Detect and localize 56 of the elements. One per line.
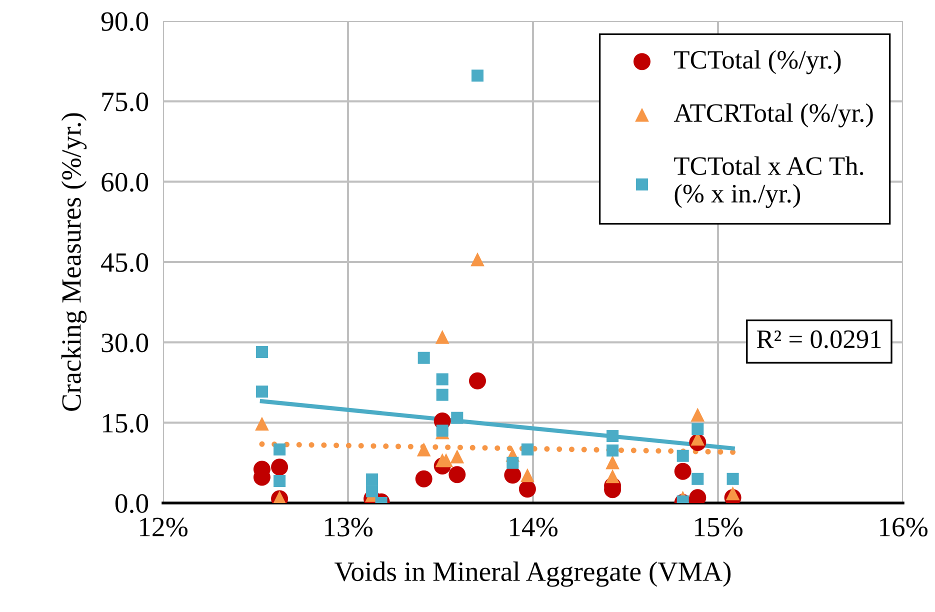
- point: [256, 346, 268, 358]
- point: [274, 475, 286, 488]
- point: [518, 480, 536, 498]
- legend-label: TCTotal (%/yr.): [674, 50, 841, 74]
- x-tick-label: 13%: [324, 518, 373, 537]
- point: [606, 469, 620, 484]
- point: [366, 473, 378, 486]
- y-tick-label: 75.0: [102, 92, 148, 112]
- point: [692, 472, 704, 485]
- point: [676, 450, 689, 462]
- y-axis-title: Cracking Measures (%/yr.): [61, 113, 87, 411]
- point: [451, 412, 464, 424]
- point: [418, 352, 430, 364]
- point: [436, 424, 448, 437]
- legend-label: ATCRTotal (%/yr.): [674, 103, 873, 128]
- point: [366, 485, 378, 498]
- point: [436, 373, 448, 386]
- point: [255, 416, 269, 431]
- annotation: R² = 0.0291: [756, 330, 881, 348]
- point: [416, 442, 431, 456]
- point: [504, 466, 522, 484]
- point: [448, 466, 466, 484]
- point: [606, 430, 619, 442]
- point: [606, 455, 620, 470]
- x-tick-label: 12%: [140, 518, 188, 537]
- point: [435, 330, 450, 344]
- y-tick-label: 30.0: [102, 334, 148, 352]
- point: [606, 444, 619, 457]
- y-tick-label: 0.0: [115, 494, 148, 514]
- point: [692, 423, 704, 436]
- legend-label: TCTotal x AC Th. (% x in./yr.): [674, 156, 864, 208]
- point: [470, 252, 484, 266]
- point: [521, 443, 534, 456]
- y-tick-label: 45.0: [101, 253, 148, 272]
- point: [690, 408, 705, 422]
- point: [726, 486, 740, 500]
- point: [471, 70, 484, 82]
- point: [674, 462, 692, 480]
- point: [520, 468, 534, 482]
- x-tick-label: 14%: [510, 518, 558, 537]
- point: [450, 449, 464, 464]
- y-tick-label: 60.0: [102, 172, 148, 192]
- point: [415, 470, 432, 488]
- point: [439, 453, 453, 468]
- y-tick-label: 15.0: [102, 414, 148, 433]
- point: [468, 372, 486, 390]
- y-tick-label: 90.0: [101, 12, 148, 32]
- x-tick-label: 15%: [694, 518, 743, 537]
- x-axis-title: Voids in Mineral Aggregate (VMA): [334, 562, 731, 587]
- point: [274, 443, 286, 456]
- point: [271, 458, 288, 476]
- point: [436, 388, 448, 401]
- x-tick-label: 16%: [880, 518, 928, 537]
- point: [506, 456, 519, 469]
- point: [256, 386, 268, 398]
- point: [726, 472, 739, 485]
